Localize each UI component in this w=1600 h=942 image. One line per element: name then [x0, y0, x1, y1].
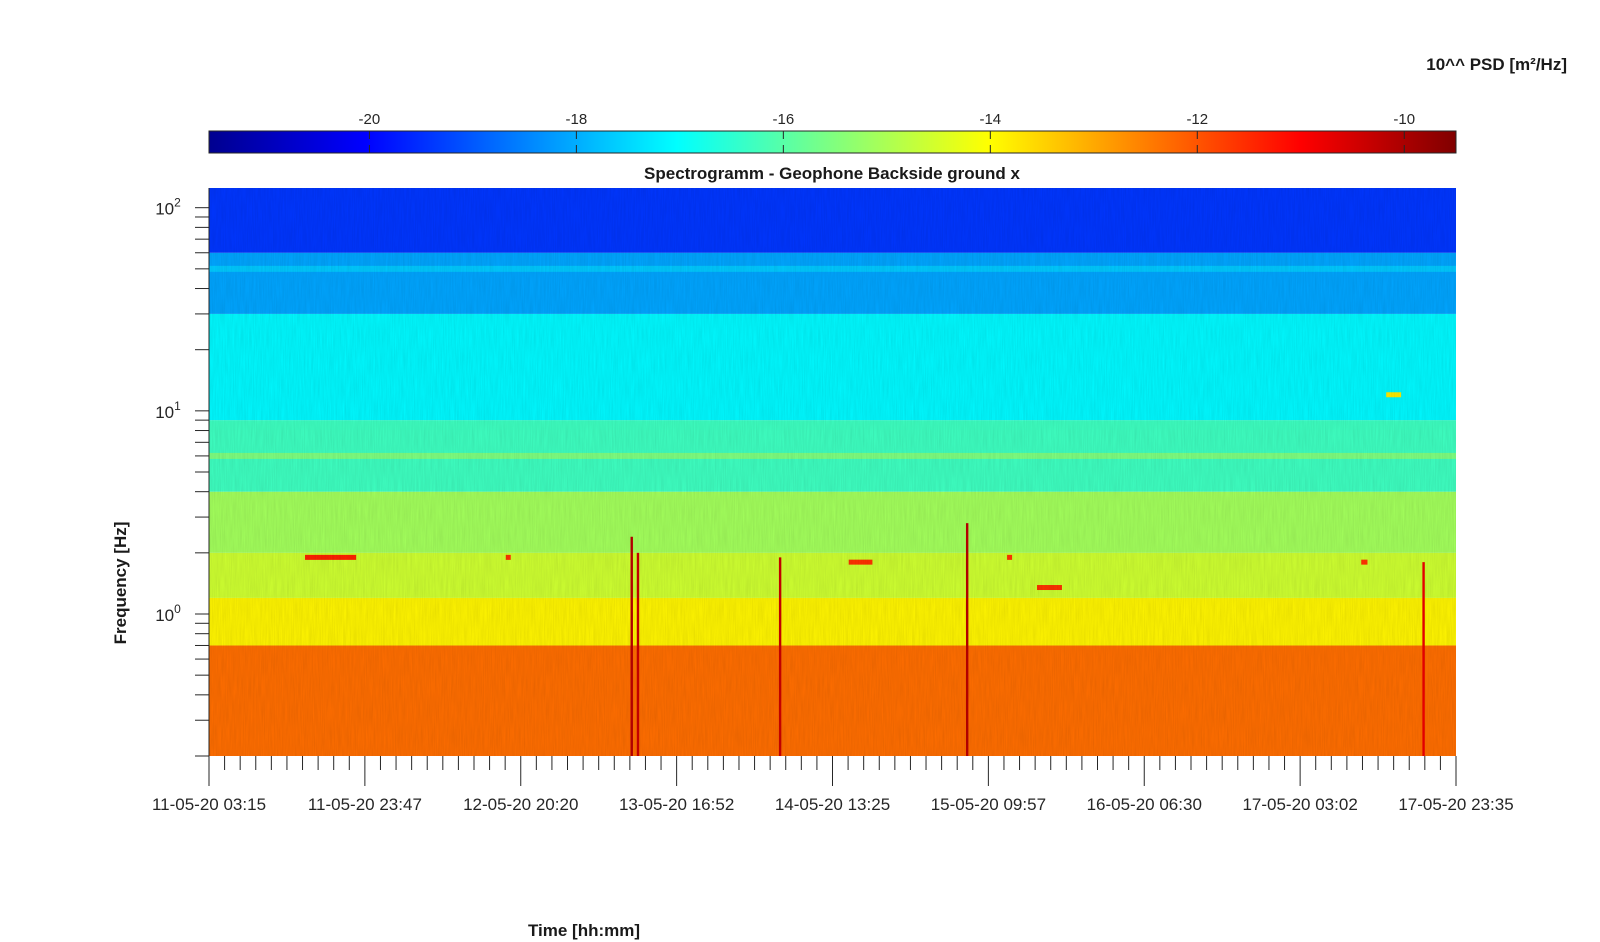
- x-tick-label: 17-05-20 03:02: [1242, 795, 1357, 814]
- colorbar-tick-label: -18: [566, 111, 588, 128]
- colorbar-tick-label: -12: [1186, 111, 1208, 128]
- x-tick-label: 16-05-20 06:30: [1087, 795, 1202, 814]
- spectrogram-noise-texture: [209, 188, 1456, 756]
- x-tick-label: 12-05-20 20:20: [463, 795, 578, 814]
- y-axis: 100 101 102: [155, 188, 210, 757]
- x-axis: 11-05-20 03:15 11-05-20 23:47 12-05-20 20:…: [152, 756, 1514, 814]
- x-tick-label: 14-05-20 13:25: [775, 795, 890, 814]
- y-tick-label: 102: [155, 196, 181, 219]
- colorbar-tick-label: -16: [773, 111, 795, 128]
- x-tick-label: 15-05-20 09:57: [931, 795, 1046, 814]
- colorbar-ticks: -20 -18 -16 -14 -12 -10: [359, 111, 1415, 153]
- chart-title: Spectrogramm - Geophone Backside ground …: [644, 164, 1021, 183]
- spectrogram-area: [209, 188, 1456, 756]
- x-tick-label: 17-05-20 23:35: [1398, 795, 1513, 814]
- y-tick-label: 100: [155, 602, 181, 625]
- colorbar-gradient: [208, 130, 1457, 154]
- colorbar-tick-label: -20: [359, 111, 381, 128]
- colorbar-tick-label: -14: [979, 111, 1001, 128]
- x-tick-label: 11-05-20 23:47: [308, 795, 422, 814]
- x-axis-label: Time [hh:mm]: [528, 921, 640, 940]
- y-axis-label: Frequency [Hz]: [111, 522, 130, 645]
- colorbar-label: 10^^ PSD [m²/Hz]: [1426, 55, 1567, 74]
- colorbar-tick-label: -10: [1393, 111, 1415, 128]
- x-tick-label: 13-05-20 16:52: [619, 795, 734, 814]
- x-tick-label: 11-05-20 03:15: [152, 795, 266, 814]
- colorbar: -20 -18 -16 -14 -12 -10 10^^ PSD [m²/Hz]: [208, 55, 1567, 154]
- y-tick-label: 101: [155, 399, 181, 422]
